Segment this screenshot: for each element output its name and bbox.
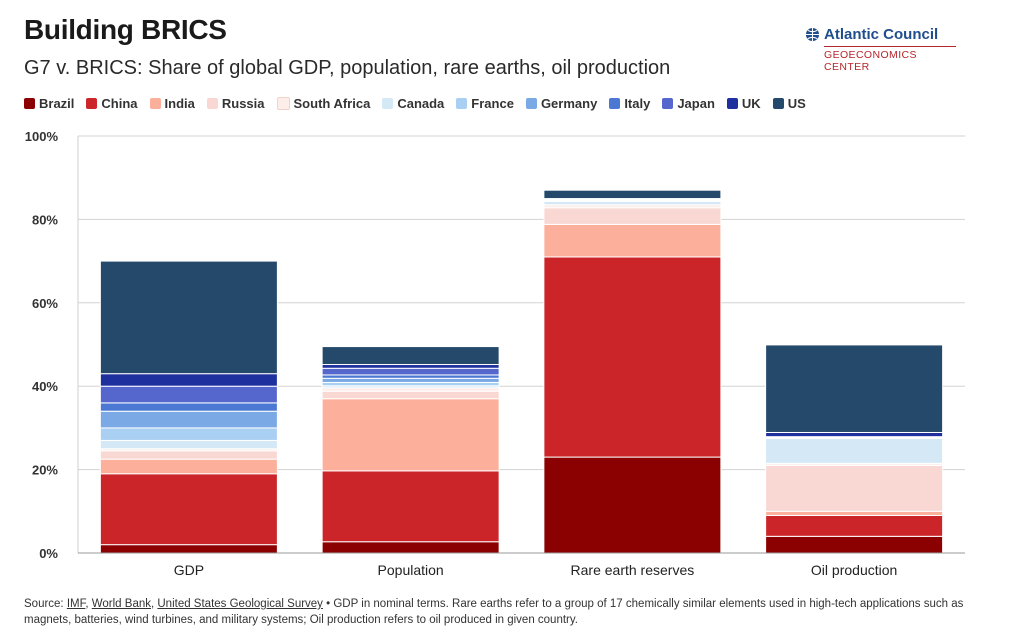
bar-segment-gdp-germany [99,410,278,429]
legend-item-canada: Canada [382,96,444,111]
legend-label: France [471,96,514,111]
legend-label: Italy [624,96,651,111]
bar-segment-population-italy [321,374,500,379]
bar-segment-rare-earth-reserves-china [543,256,722,458]
legend-swatch [726,98,738,109]
x-tick-label: Rare earth reserves [571,562,695,578]
bar-segment-oil-production-uk [765,431,944,438]
globe-icon [805,27,820,42]
bar-segment-population-south-africa [321,387,500,392]
bar-segment-population-india [321,398,500,472]
legend-item-us: US [772,96,806,111]
bar-segment-gdp-us [99,260,278,375]
bar-segment-gdp-india [99,458,278,475]
legend-label: Germany [540,96,598,111]
legend-swatch [149,98,161,109]
bar-segment-gdp-italy [99,402,278,412]
legend-item-germany: Germany [525,96,598,111]
legend-item-india: India [149,96,195,111]
atlantic-council-logo: Atlantic Council GEOECONOMICS CENTER [805,26,1005,73]
bar-segment-gdp-uk [99,373,278,387]
bar-segment-population-us [321,346,500,366]
source-sep: , [150,598,158,610]
bar-segment-oil-production-canada [765,437,944,464]
legend-label: Russia [221,96,265,111]
bar-segment-population-japan [321,367,500,376]
source-prefix: Source: [24,598,67,610]
x-tick-label: Oil production [811,562,897,578]
legend-label: US [787,96,806,111]
source-link-usgs[interactable]: United States Geological Survey [157,598,323,610]
legend-item-china: China [86,96,138,111]
source-sep: , [85,598,92,610]
legend-item-japan: Japan [662,96,715,111]
bar-segment-gdp-china [99,473,278,546]
bar-segment-oil-production-us [765,344,944,433]
stacked-bar-chart: 0% 20% 40% 60% 80% 100% GDP Population Rare eart… [25,129,965,578]
source-note-text: GDP in nominal terms. Rare earths refer … [24,598,964,626]
source-link-world-bank[interactable]: World Bank [91,598,151,610]
legend-label: Canada [397,96,445,111]
legend-swatch [382,98,394,109]
legend-item-italy: Italy [609,96,650,111]
x-tick-label: GDP [174,562,204,578]
legend-item-south-africa: South Africa [276,96,371,111]
y-tick-label: 60% [32,296,58,311]
y-tick-label: 20% [32,463,58,478]
bar-segment-oil-production-brazil [765,535,944,554]
legend-swatch [456,98,468,109]
legend-swatch [772,98,784,109]
bar-segment-oil-production-russia [765,464,944,512]
y-tick-label: 100% [25,129,59,144]
logo-subtitle: GEOECONOMICS CENTER [824,46,956,73]
legend-label: Japan [677,96,715,111]
bar-segment-population-france [321,381,500,387]
page-title: Building BRICS [24,14,227,45]
legend-label: South Africa [293,96,371,111]
legend-label: China [101,96,138,111]
bar-segment-oil-production-china [765,514,944,537]
bar-segment-population-russia [321,390,500,400]
bar-segment-population-uk [321,364,500,369]
bar-segment-rare-earth-reserves-india [543,223,722,258]
legend-swatch [206,98,218,109]
y-tick-label: 80% [32,212,58,227]
bar-segment-rare-earth-reserves-brazil [543,456,722,554]
bar-segment-rare-earth-reserves-russia [543,207,722,225]
logo-name: Atlantic Council [824,26,939,43]
bar-segment-population-germany [321,377,500,383]
source-bullet: • [322,598,334,610]
bar-segment-gdp-france [99,427,278,441]
bar-segment-rare-earth-reserves-canada [543,200,722,206]
legend-item-russia: Russia [206,96,265,111]
bar-segment-gdp-japan [99,385,278,404]
bar-segment-population-china [321,470,500,543]
legend-swatch [86,98,98,109]
legend-item-uk: UK [726,96,761,111]
bar-segment-gdp-canada [99,439,278,450]
legend-label: UK [741,96,761,111]
bar-segment-gdp-russia [99,450,278,460]
legend-swatch [24,98,35,109]
source-note: Source: IMF, World Bank, United States G… [24,596,994,628]
x-tick-label: Population [378,562,444,578]
legend-item-france: France [456,96,514,111]
bar-segment-gdp-brazil [99,544,278,554]
legend-swatch [662,98,674,109]
legend-swatch [276,97,290,110]
y-tick-label: 40% [32,379,58,394]
bar-segment-oil-production-india [765,510,944,516]
page-subtitle: G7 v. BRICS: Share of global GDP, popula… [24,57,671,79]
legend-label: Brazil [39,96,75,111]
legend-label: India [164,96,195,111]
bar-segment-rare-earth-reserves-us [543,189,722,200]
y-tick-label: 0% [39,546,58,561]
bar-segment-population-brazil [321,541,500,554]
legend-swatch [525,98,537,109]
chart-legend: Brazil China India Russia South Africa Canada… [24,96,818,111]
legend-item-brazil: Brazil [24,96,74,111]
legend-swatch [609,98,621,109]
source-link-imf[interactable]: IMF [66,598,86,610]
